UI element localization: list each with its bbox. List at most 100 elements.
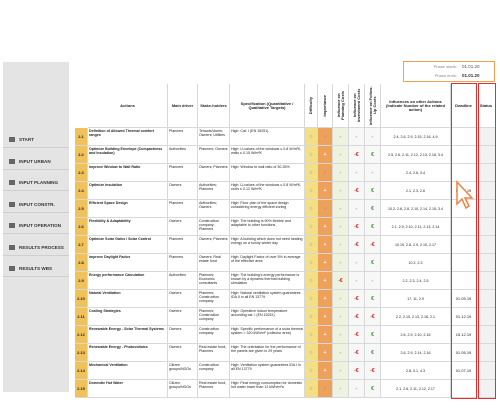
importance-cell: + [318,182,333,200]
importance-cell: + [318,290,333,308]
difficulty-cell: ○ [305,308,318,326]
followup-cell: € [365,146,381,164]
specification-cell: High: U-values of the windows ≤ 0.8 W/m²… [230,146,305,164]
stakeholders-cell: Real estate fund; Planners [198,344,230,362]
driver-cell: Planners [168,164,198,182]
row-id: 2.3 [75,164,88,182]
stakeholders-cell: Authorities; Owners [198,200,230,218]
influences-cell: 2.2, 2.10, 2.13, 2.18, 2.1 [381,308,451,326]
table: Actions Main driver Stake-holders Specifica… [75,84,496,398]
investment-cell: -€ [349,344,365,362]
investment-cell: - [349,164,365,182]
investment-cell: - [349,128,365,146]
difficulty-cell: ○ [305,362,318,380]
investment-cell: -€ [349,182,365,200]
importance-cell: + [318,146,333,164]
nav-icon [9,158,15,164]
action-cell: Flexibility & Adaptability [88,218,168,236]
difficulty-cell: ○ [305,146,318,164]
importance-cell: + [318,362,333,380]
followup-cell: € [365,218,381,236]
nav-item[interactable]: RESULTS WBS [3,261,69,277]
stakeholders-cell: Planners; Construction company [198,290,230,308]
action-cell: Renewable Energy - Photovoltaics [88,344,168,362]
planning-cell: - [333,290,349,308]
importance-cell: ○ [318,380,333,398]
investment-cell: -€ [349,290,365,308]
stakeholders-cell: Construction company; Planners [198,218,230,236]
investment-cell: -€ [349,236,365,254]
followup-cell: - [365,164,381,182]
influences-cell: 2.5, 2.6, 2.11, 2.12, 2.13, 2.18, 3.4 [381,146,451,164]
planning-cell: - [333,344,349,362]
column-header-text: Influences on other Actions (Indicate Nu… [386,98,445,112]
action-cell: Natural Ventilation [88,290,168,308]
stakeholders-cell: Planners; Owners [198,146,230,164]
difficulty-cell: ○ [305,326,318,344]
nav-item[interactable]: RESULTS PROCESS [3,240,69,256]
planning-cell: - [333,182,349,200]
difficulty-cell: ○ [305,236,318,254]
nav-item[interactable]: INPUT PLANNING [3,175,69,191]
difficulty-cell: ○ [305,164,318,182]
investment-cell: - [349,200,365,218]
difficulty-cell: ○ [305,218,318,236]
nav-icon [9,266,15,271]
nav-icon [9,223,15,228]
row-id: 2.10 [75,290,88,308]
nav-icon [9,244,15,250]
column-header: Main driver [168,84,198,128]
driver-cell: Authorities [168,272,198,290]
nav-icon [9,201,15,207]
row-id: 2.7 [75,236,88,254]
influences-cell: 2.4, 2.6, 2.9, 2.15, 2.16, 4.9 [381,128,451,146]
phase-ends[interactable]: 01.01.20 [462,73,480,78]
driver-cell: Owners [168,308,198,326]
stakeholders-cell: Owners; Real estate fund [198,254,230,272]
phase-starts[interactable]: 01.01.20 [462,64,480,69]
stakeholders-cell: Tenants/Users; Owners; Utilities [198,128,230,146]
difficulty-cell: ○ [305,254,318,272]
specification-cell: High: U-values of the windows ≤ 0.8 W/m²… [230,182,305,200]
stakeholders-cell: Real estate fund; Planners [198,380,230,398]
row-id: 2.12 [75,326,88,344]
action-cell: Improve Daylight Factor [88,254,168,272]
planning-cell: - [333,326,349,344]
driver-cell: Authorities [168,146,198,164]
specification-cell: High: Cat. I (EN 15251) [230,128,305,146]
specification-cell: High: Floor plan of the space design con… [230,200,305,218]
specification-cell: High: Natural ventilation system guarant… [230,290,305,308]
planning-cell: - [333,146,349,164]
column-header-text: Status [479,102,493,108]
planning-cell: - [333,236,349,254]
nav-item[interactable]: INPUT OPERATION [3,218,69,234]
followup-cell: € [365,182,381,200]
influences-cell: 2.1, 2.3, 2.6 [381,182,451,200]
nav-item[interactable]: INPUT CONSTR. [3,197,69,213]
importance-cell: + [318,344,333,362]
stakeholders-cell: Planners; Construction company [198,308,230,326]
specification-cell: High: Operative indoor temperature accor… [230,308,305,326]
stakeholders-cell: Owners; Planners [198,164,230,182]
influences-cell: 2.1, 2.9, 2.10, 2.11, 2.13, 2.14 [381,218,451,236]
planning-cell: -€ [333,272,349,290]
nav-item[interactable]: START [3,132,69,148]
followup-cell: -€ [365,362,381,380]
column-header-text: Influence on Planning Costs [335,90,345,121]
difficulty-cell: ○ [305,182,318,200]
stakeholders-cell: Owners; Planners [198,236,230,254]
nav-icon [9,137,15,142]
driver-cell: Owners [168,218,198,236]
importance-cell: + [318,308,333,326]
column-header-text: Deadline [455,102,472,108]
row-id: 2.6 [75,218,88,236]
followup-cell: - [365,272,381,290]
nav-item[interactable]: INPUT URBAN [3,154,69,170]
importance-cell: + [318,326,333,344]
action-cell: Renewable Energy - Solar Thermal Systems [88,326,168,344]
action-cell: Mechanical Ventilation [88,362,168,380]
importance-cell: ○ [318,200,333,218]
investment-cell: - [349,272,365,290]
phase-starts-label: Phase starts: [433,64,457,69]
